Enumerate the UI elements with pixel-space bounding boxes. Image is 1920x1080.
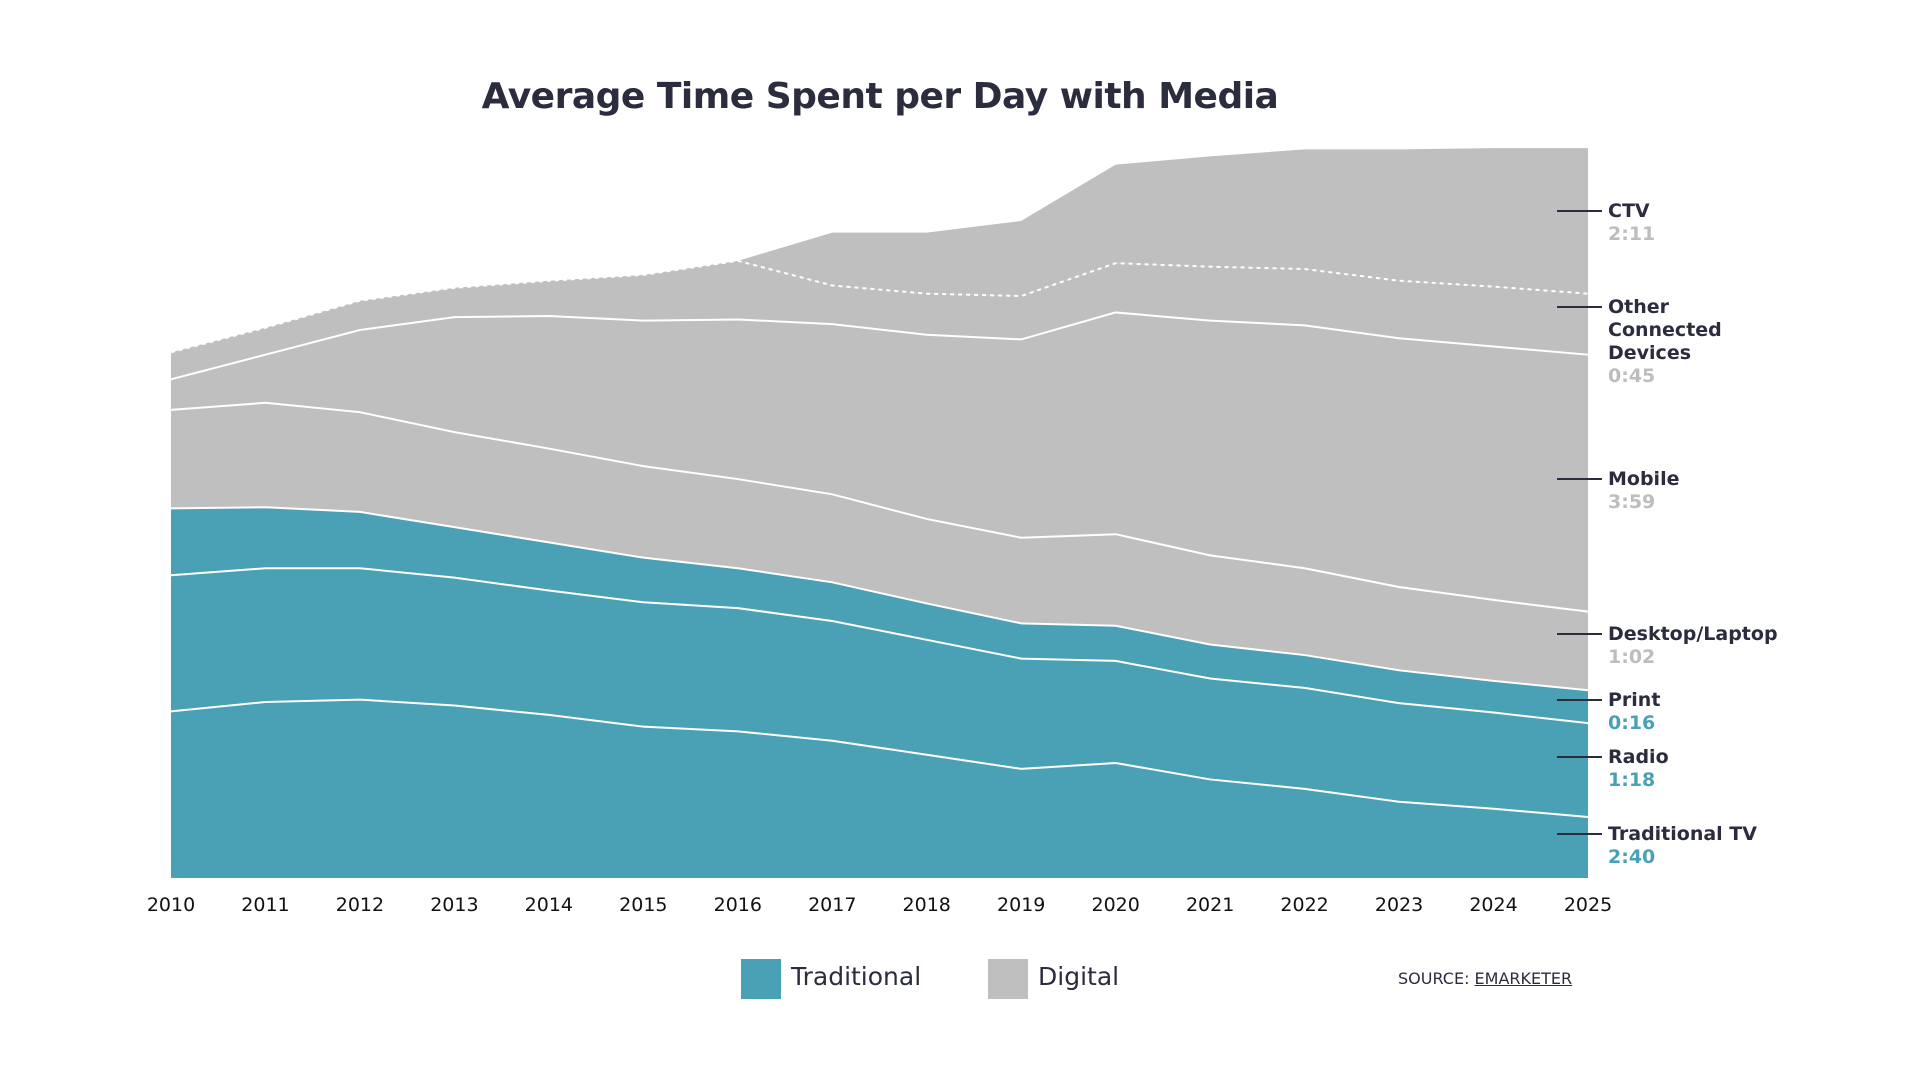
label-leader-line bbox=[1557, 833, 1602, 835]
series-value: 1:18 bbox=[1608, 769, 1656, 791]
series-label-other-connected-devices: Other Connected Devices 0:45 bbox=[1608, 296, 1722, 388]
area-ctv bbox=[171, 148, 1588, 353]
source-prefix: SOURCE: bbox=[1398, 969, 1475, 988]
chart-title: Average Time Spent per Day with Media bbox=[481, 76, 1279, 117]
series-name: Mobile bbox=[1608, 468, 1680, 490]
boundary-mobile bbox=[170, 311, 1589, 381]
label-leader-line bbox=[1557, 478, 1602, 480]
label-leader-line bbox=[1557, 699, 1602, 701]
x-tick-label: 2025 bbox=[1564, 894, 1612, 916]
label-leader-line bbox=[1557, 633, 1602, 635]
series-label-ctv: CTV 2:11 bbox=[1608, 200, 1655, 246]
series-label-traditional-tv: Traditional TV 2:40 bbox=[1608, 823, 1757, 869]
x-tick-label: 2018 bbox=[903, 894, 951, 916]
label-leader-line bbox=[1557, 756, 1602, 758]
series-value: 2:11 bbox=[1608, 223, 1656, 245]
legend-label-traditional: Traditional bbox=[791, 962, 922, 991]
series-value: 1:02 bbox=[1608, 646, 1656, 668]
area-traditional-tv bbox=[171, 699, 1588, 878]
x-tick-label: 2011 bbox=[241, 894, 289, 916]
x-tick-label: 2023 bbox=[1375, 894, 1423, 916]
area-desktop-laptop bbox=[171, 402, 1588, 691]
boundary-other-connected-devices bbox=[170, 259, 1589, 354]
series-label-radio: Radio 1:18 bbox=[1608, 746, 1669, 792]
area-print bbox=[171, 507, 1588, 724]
x-tick-label: 2010 bbox=[147, 894, 195, 916]
legend-swatch-digital bbox=[988, 959, 1028, 999]
x-tick-label: 2024 bbox=[1469, 894, 1517, 916]
series-label-desktop-laptop: Desktop/Laptop 1:02 bbox=[1608, 623, 1778, 669]
series-name: Other Connected Devices bbox=[1608, 296, 1722, 364]
x-tick-label: 2016 bbox=[714, 894, 762, 916]
area-other-connected-devices bbox=[171, 260, 1588, 380]
x-tick-label: 2022 bbox=[1280, 894, 1328, 916]
series-value: 2:40 bbox=[1608, 846, 1656, 868]
x-tick-label: 2012 bbox=[336, 894, 384, 916]
boundary-traditional-tv bbox=[170, 698, 1589, 818]
series-name: Print bbox=[1608, 689, 1661, 711]
x-tick-label: 2015 bbox=[619, 894, 667, 916]
series-label-print: Print 0:16 bbox=[1608, 689, 1660, 735]
series-value: 0:45 bbox=[1608, 365, 1656, 387]
x-tick-label: 2017 bbox=[808, 894, 856, 916]
series-name: Desktop/Laptop bbox=[1608, 623, 1778, 645]
label-leader-line bbox=[1557, 210, 1602, 212]
source-note: SOURCE: EMARKETER bbox=[1398, 969, 1572, 988]
x-tick-label: 2020 bbox=[1091, 894, 1139, 916]
x-tick-label: 2014 bbox=[525, 894, 573, 916]
x-tick-label: 2019 bbox=[997, 894, 1045, 916]
boundary-print bbox=[170, 506, 1589, 692]
area-radio bbox=[171, 568, 1588, 817]
series-name: Traditional TV bbox=[1608, 823, 1757, 845]
legend-swatch-traditional bbox=[741, 959, 781, 999]
series-name: CTV bbox=[1608, 200, 1650, 222]
legend-label-digital: Digital bbox=[1038, 962, 1120, 991]
area-mobile bbox=[171, 312, 1588, 612]
series-name: Radio bbox=[1608, 746, 1669, 768]
series-value: 3:59 bbox=[1608, 491, 1656, 513]
boundary-radio bbox=[170, 567, 1589, 725]
x-tick-label: 2021 bbox=[1186, 894, 1234, 916]
series-value: 0:16 bbox=[1608, 712, 1656, 734]
boundary-desktop-laptop bbox=[170, 401, 1589, 613]
series-label-mobile: Mobile 3:59 bbox=[1608, 468, 1679, 514]
x-tick-label: 2013 bbox=[430, 894, 478, 916]
source-link[interactable]: EMARKETER bbox=[1474, 969, 1573, 988]
label-leader-line bbox=[1557, 306, 1602, 308]
